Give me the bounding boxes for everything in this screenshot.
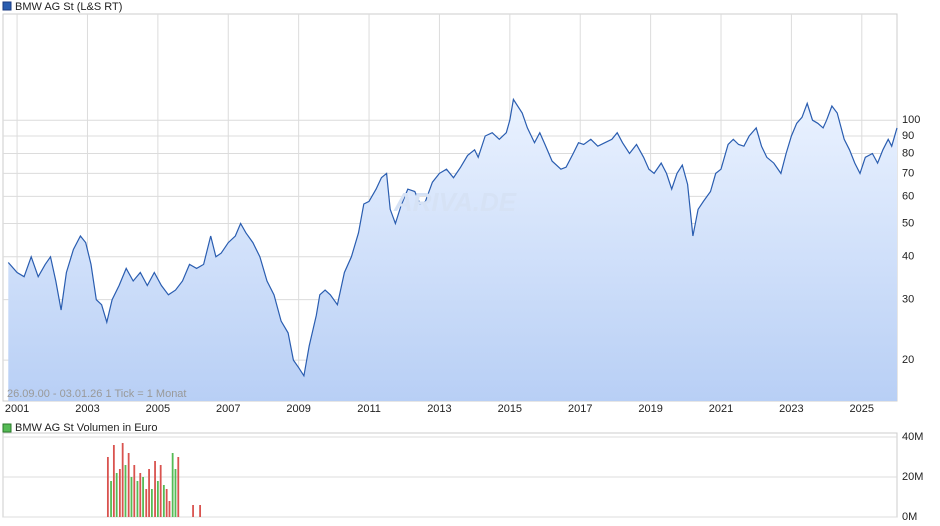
volume-bar xyxy=(159,465,162,517)
volume-bar xyxy=(112,445,115,517)
volume-bar xyxy=(106,457,109,517)
volume-bar xyxy=(115,473,118,517)
annotation: 26.09.00 - 03.01.26 1 Tick = 1 Monat xyxy=(7,388,186,400)
volume-bar xyxy=(121,443,124,517)
volume-bar xyxy=(192,505,194,517)
x-tick-label: 2025 xyxy=(850,403,874,415)
volume-bar xyxy=(130,477,133,517)
volume-bar xyxy=(110,481,112,517)
y-tick-label: 70 xyxy=(902,167,914,179)
x-tick-label: 2015 xyxy=(498,403,522,415)
volume-bar xyxy=(171,453,174,517)
volume-bar xyxy=(118,469,121,517)
volume-bar xyxy=(162,485,165,517)
price-area xyxy=(8,99,897,402)
watermark: ARIVA.DE xyxy=(393,187,517,217)
layer: 2001 2003 2005 2007 2009 2011 2013 2015 2017 2019… xyxy=(3,14,923,523)
y-tick-label: 100 xyxy=(902,114,920,126)
x-tick-label: 2013 xyxy=(427,403,451,415)
y-tick-label: 40M xyxy=(902,431,923,443)
volume-bar xyxy=(154,461,156,517)
x-tick-label: 2001 xyxy=(5,403,29,415)
volume-bar xyxy=(177,457,180,517)
x-tick-label: 2023 xyxy=(779,403,803,415)
volume-bar xyxy=(168,501,171,517)
volume-bar xyxy=(136,481,139,517)
y-tick-label: 90 xyxy=(902,130,914,142)
price-line xyxy=(7,97,898,378)
volume-bar xyxy=(150,489,153,517)
x-tick-label: 2007 xyxy=(216,403,240,415)
y-tick-label: 20 xyxy=(902,354,914,366)
y-tick-label: 0M xyxy=(902,511,917,523)
y-tick-label: 50 xyxy=(902,217,914,229)
x-tick-label: 2019 xyxy=(638,403,662,415)
volume-bar xyxy=(133,465,136,517)
volume-bar xyxy=(156,481,159,517)
y-tick-label: 20M xyxy=(902,471,923,483)
volume-bar xyxy=(148,469,150,517)
legend-swatch xyxy=(2,1,12,11)
volume-bar xyxy=(174,469,177,517)
y-tick-label: 60 xyxy=(902,190,914,202)
volume-bar xyxy=(145,489,148,517)
volume-bar xyxy=(165,489,168,517)
volume-bar xyxy=(127,453,130,517)
volume-bar xyxy=(139,473,142,517)
volume-bar xyxy=(142,477,144,517)
volume-bar xyxy=(124,465,127,517)
legend-swatch xyxy=(2,423,12,433)
legend-label: BMW AG St Volumen in Euro xyxy=(15,422,157,434)
y-tick-label: 40 xyxy=(902,251,914,263)
legend-label: BMW AG St (L&S RT) xyxy=(15,1,122,13)
x-tick-label: 2011 xyxy=(357,403,381,415)
y-tick-label: 80 xyxy=(902,147,914,159)
y-tick-label: 30 xyxy=(902,294,914,306)
x-tick-label: 2005 xyxy=(146,403,170,415)
x-tick-label: 2003 xyxy=(75,403,99,415)
x-tick-label: 2009 xyxy=(286,403,310,415)
x-tick-label: 2021 xyxy=(709,403,733,415)
x-tick-label: 2017 xyxy=(568,403,592,415)
volume-bar xyxy=(199,505,202,517)
